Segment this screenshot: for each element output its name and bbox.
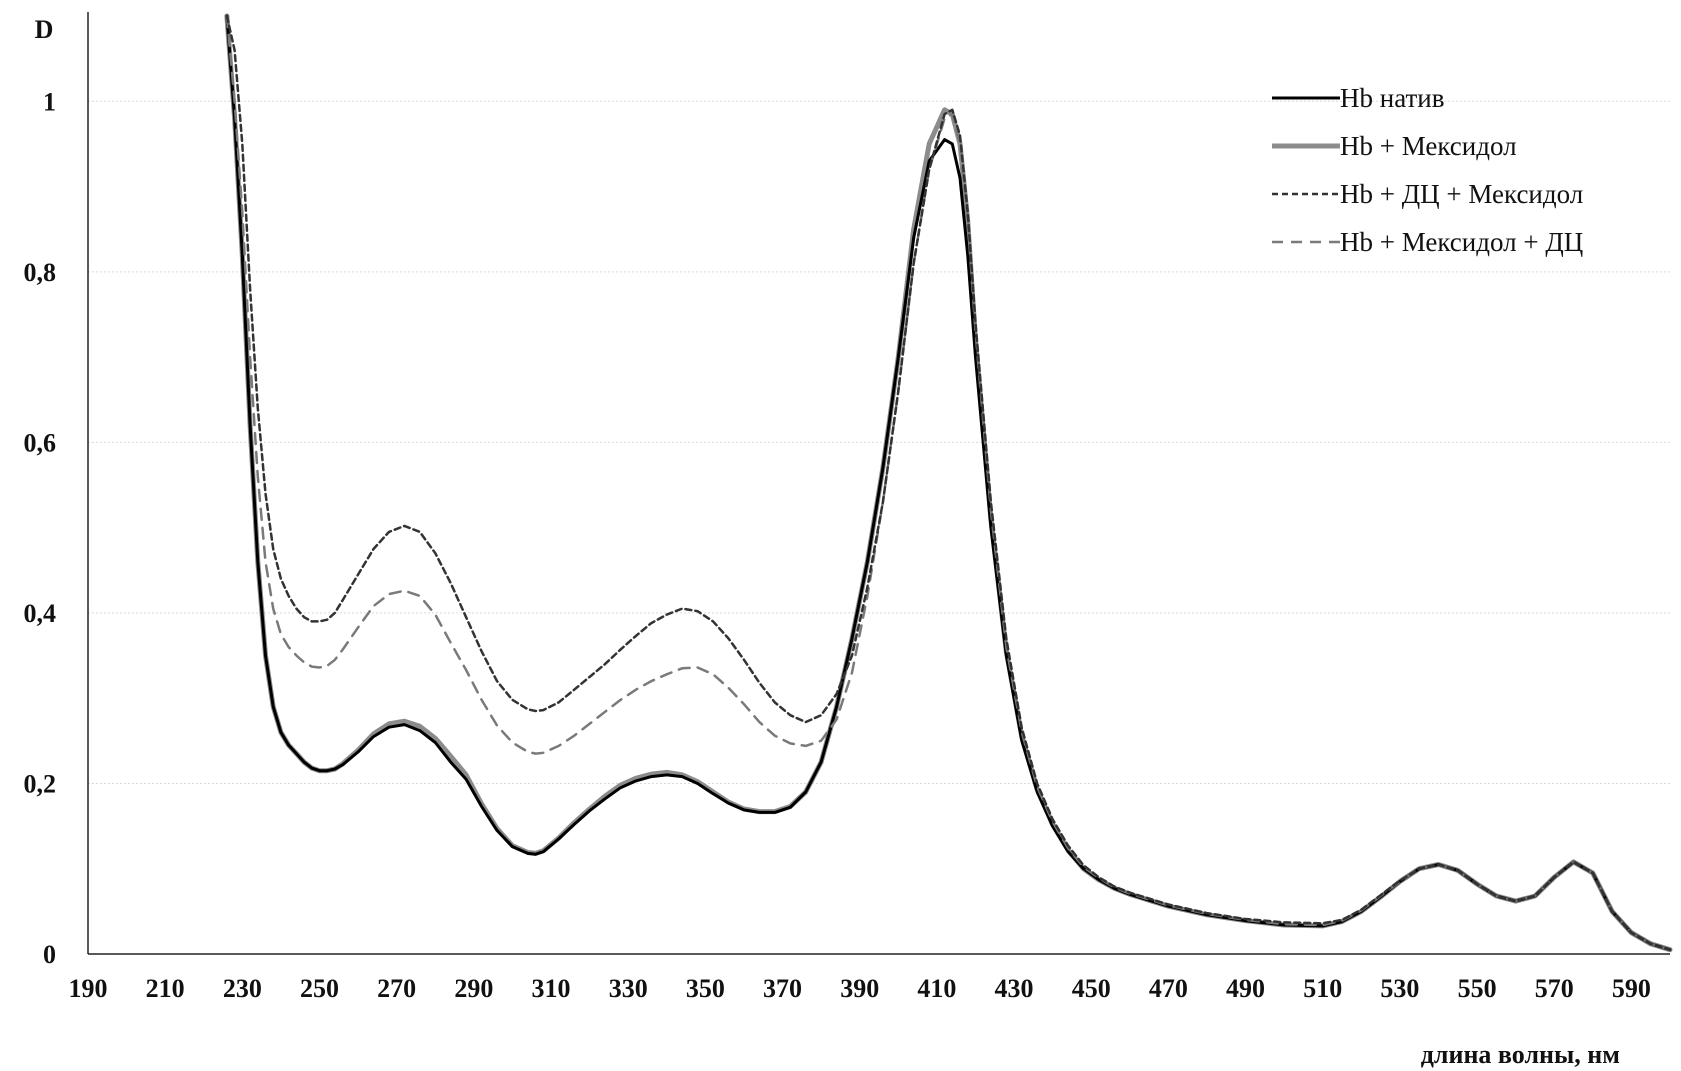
y-tick-label: 0,2 (24, 769, 57, 798)
legend-label: Hb + Мексидол + ДЦ (1340, 227, 1583, 257)
y-tick-label: 0 (43, 940, 56, 969)
x-tick-label: 410 (917, 974, 956, 1003)
x-tick-label: 430 (995, 974, 1034, 1003)
legend-label: Hb + ДЦ + Мексидол (1340, 179, 1583, 209)
x-tick-label: 470 (1149, 974, 1188, 1003)
x-tick-label: 230 (223, 974, 262, 1003)
y-tick-label: 1 (43, 87, 56, 116)
x-tick-label: 250 (300, 974, 339, 1003)
x-tick-label: 210 (146, 974, 185, 1003)
x-tick-label: 590 (1612, 974, 1651, 1003)
x-axis-title: длина волны, нм (1421, 1040, 1620, 1069)
x-tick-label: 390 (840, 974, 879, 1003)
axes (87, 12, 1670, 955)
y-tick-label: 0,6 (24, 428, 57, 457)
x-tick-labels: 190 210 230 250 270 290 310 330 350 370 390 410 430 4… (69, 974, 1651, 1003)
x-tick-label: 570 (1535, 974, 1574, 1003)
x-tick-label: 530 (1380, 974, 1419, 1003)
x-tick-label: 450 (1072, 974, 1111, 1003)
x-tick-label: 350 (686, 974, 725, 1003)
y-tick-label: 0,4 (24, 599, 57, 628)
legend-label: Hb + Мексидол (1340, 131, 1517, 161)
x-tick-label: 270 (377, 974, 416, 1003)
series-line (225, 14, 1672, 951)
y-axis-title: D (35, 15, 54, 44)
legend-label: Hb натив (1340, 83, 1444, 113)
x-tick-label: 370 (763, 974, 802, 1003)
x-tick-label: 190 (69, 974, 108, 1003)
series-lines (224, 13, 1673, 953)
y-tick-labels: 0 0,2 0,4 0,6 0,8 1 (24, 87, 57, 969)
x-tick-label: 510 (1303, 974, 1342, 1003)
x-tick-label: 310 (532, 974, 571, 1003)
x-tick-label: 330 (609, 974, 648, 1003)
legend: Hb натив Hb + Мексидол Hb + ДЦ + Мексидол H… (1272, 83, 1583, 257)
x-tick-label: 290 (454, 974, 493, 1003)
y-tick-label: 0,8 (24, 258, 57, 287)
x-tick-label: 550 (1458, 974, 1497, 1003)
x-tick-label: 490 (1226, 974, 1265, 1003)
